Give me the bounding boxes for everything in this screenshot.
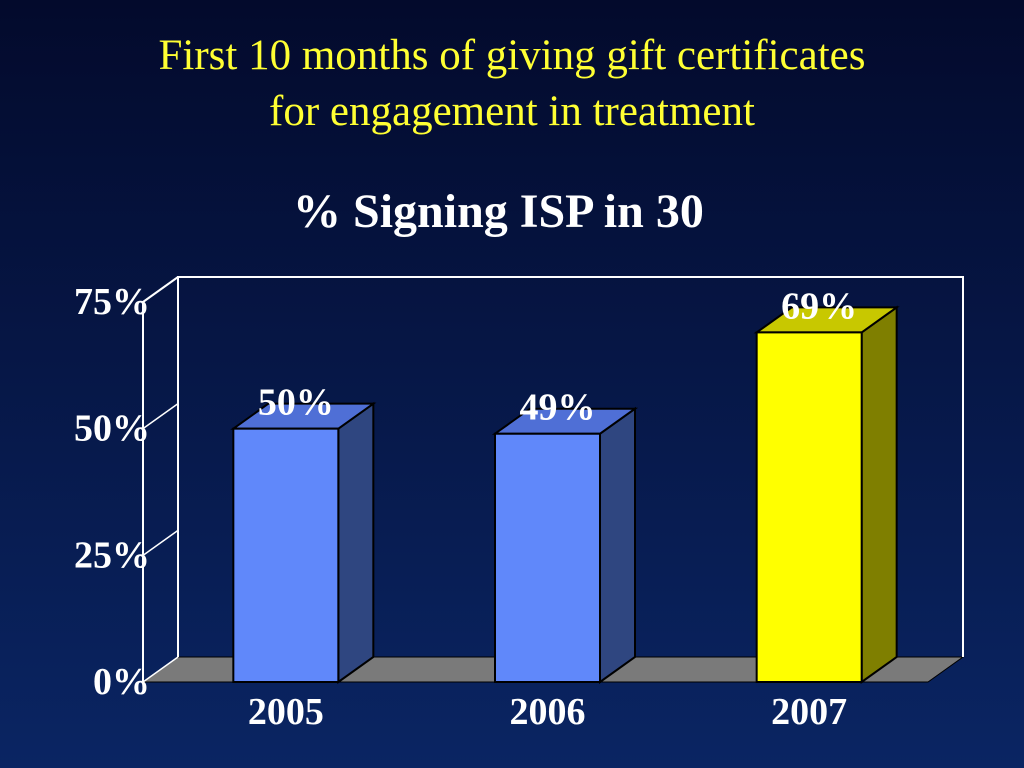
bar-2007 — [755, 331, 863, 683]
slide-title-line-2: for engagement in treatment — [269, 88, 755, 135]
slide-title-line-1: First 10 months of giving gift certifica… — [158, 32, 866, 79]
x-tick-label-2005: 2005 — [248, 691, 324, 733]
bar-2006 — [494, 432, 601, 683]
y-tick-label: 0% — [93, 661, 150, 703]
x-tick-label-2007: 2007 — [771, 691, 847, 733]
bar-2005 — [232, 427, 340, 683]
y-tick-25 — [142, 529, 179, 556]
slide-title: First 10 months of giving gift certifica… — [0, 28, 1024, 140]
x-tick-label-2006: 2006 — [510, 691, 586, 733]
data-label-2006: 49% — [520, 387, 596, 429]
y-tick-50 — [142, 403, 179, 430]
chart-back-wall — [177, 276, 964, 657]
data-label-2007: 69% — [781, 285, 857, 327]
chart-title: % Signing ISP in 30 — [293, 185, 704, 238]
y-tick-75 — [142, 276, 179, 303]
y-tick-label: 75% — [74, 281, 150, 323]
y-tick-0 — [142, 656, 179, 683]
chart-title-clip: % Signing ISP in 30 — [0, 180, 748, 244]
bar-side-2005 — [337, 401, 375, 684]
data-label-2005: 50% — [258, 382, 334, 424]
y-tick-label: 25% — [74, 534, 150, 576]
y-tick-label: 50% — [74, 408, 150, 450]
bar-side-2006 — [599, 406, 636, 684]
bar-side-2007 — [860, 305, 898, 684]
